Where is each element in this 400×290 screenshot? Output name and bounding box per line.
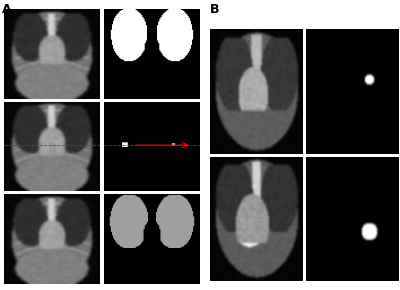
Text: A: A [2, 3, 12, 16]
Text: B: B [210, 3, 220, 16]
